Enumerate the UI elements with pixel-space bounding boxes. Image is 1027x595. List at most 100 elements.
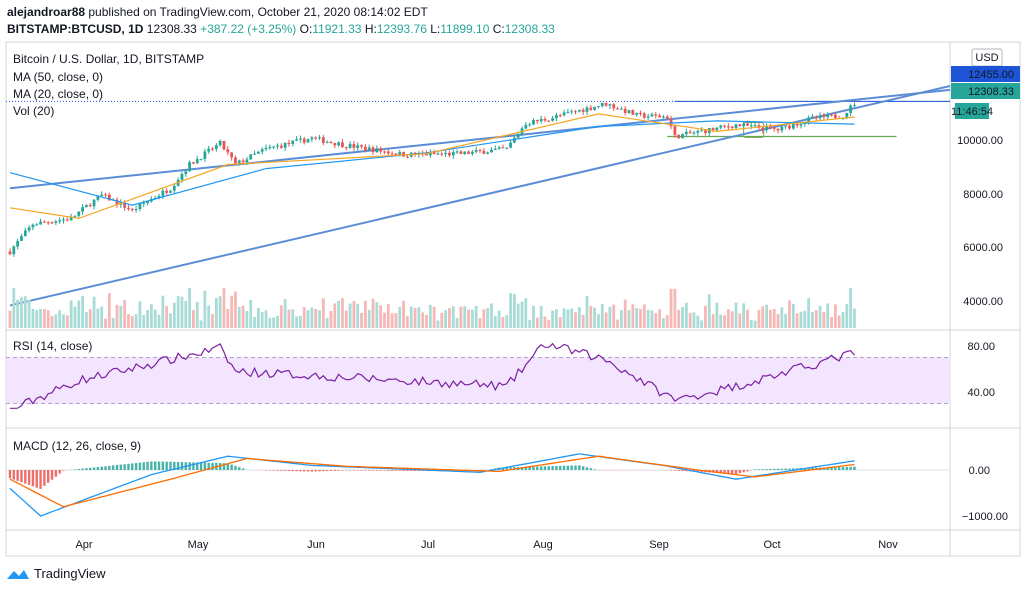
volume-bar	[46, 310, 50, 328]
candle-body	[375, 148, 379, 153]
candle-body	[539, 118, 543, 122]
macd-histogram-bar	[841, 467, 845, 470]
trendline-upper[interactable]	[9, 88, 951, 190]
candle-body	[218, 140, 222, 146]
macd-histogram-bar	[54, 470, 58, 477]
candle-body	[738, 124, 742, 127]
volume-bar	[146, 310, 149, 328]
candle-body	[700, 130, 704, 132]
macd-histogram-bar	[536, 466, 539, 470]
volume-bar	[547, 319, 551, 328]
ma20-legend[interactable]: MA (20, close, 0)	[13, 87, 103, 101]
volume-bar	[753, 320, 757, 328]
volume-bar	[841, 312, 845, 328]
candle-body	[845, 112, 849, 118]
volume-bar	[788, 300, 791, 328]
macd-histogram-bar	[81, 468, 84, 470]
macd-histogram-bar	[280, 470, 283, 471]
volume-bar	[260, 311, 264, 328]
macd-histogram-bar	[677, 470, 680, 471]
volume-bar	[646, 309, 650, 328]
volume-bar	[677, 309, 681, 328]
macd-histogram-bar	[318, 470, 321, 472]
rsi-line[interactable]	[10, 342, 855, 409]
macd-histogram-bar	[371, 470, 375, 471]
candle-body	[157, 195, 161, 198]
macd-histogram-bar	[501, 467, 505, 470]
candle-body	[849, 105, 853, 113]
macd-histogram-bar	[92, 467, 96, 470]
publisher-name[interactable]: alejandroar88	[7, 5, 86, 19]
macd-histogram-bar	[410, 470, 413, 471]
candle-body	[115, 199, 119, 205]
brand-name: TradingView	[34, 566, 106, 581]
candle-body	[577, 109, 581, 112]
volume-bar	[719, 314, 723, 328]
volume-bar	[654, 313, 658, 328]
month-label: Jun	[307, 539, 325, 551]
macd-histogram-bar	[123, 464, 126, 470]
month-label: Sep	[649, 539, 669, 551]
candle-body	[184, 171, 188, 174]
macd-histogram-bar	[322, 470, 325, 472]
macd-histogram-bar	[834, 467, 837, 470]
macd-histogram-bar	[234, 465, 237, 470]
candle-body	[20, 236, 23, 241]
candle-body	[405, 156, 409, 158]
volume-bar	[791, 303, 795, 328]
macd-histogram-bar	[780, 468, 784, 470]
signal-line[interactable]	[9, 455, 855, 508]
volume-bar	[780, 307, 784, 328]
macd-histogram-bar	[111, 465, 115, 470]
macd-histogram-bar	[398, 470, 401, 471]
volume-bar	[600, 304, 604, 328]
price-tick: 4000.00	[963, 296, 1003, 308]
candle-body	[249, 154, 253, 160]
volume-bar	[738, 313, 742, 328]
macd-histogram-bar	[837, 467, 841, 470]
volume-bar	[249, 299, 253, 328]
macd-line[interactable]	[9, 453, 855, 517]
volume-bar	[726, 309, 730, 328]
macd-histogram-bar	[738, 470, 742, 474]
ma20-line[interactable]	[9, 113, 855, 220]
volume-bar	[417, 307, 421, 328]
volume-legend[interactable]: Vol (20)	[13, 104, 54, 118]
candle-body	[512, 137, 516, 143]
symbol-name[interactable]: BITSTAMP:BTCUSD, 1D	[7, 22, 144, 36]
candle-body	[394, 153, 398, 156]
macd-tick: −1000.00	[962, 511, 1008, 523]
macd-histogram-bar	[131, 463, 134, 470]
rsi-title: RSI (14, close)	[13, 339, 92, 353]
volume-bar	[279, 305, 283, 328]
candle-body	[310, 137, 314, 140]
macd-histogram-bar	[773, 468, 776, 470]
ma50-line[interactable]	[9, 120, 855, 206]
volume-bar	[20, 297, 23, 328]
candle-body	[138, 203, 142, 210]
candle-body	[719, 125, 723, 128]
macd-histogram-bar	[12, 470, 16, 480]
volume-bar	[757, 309, 761, 328]
macd-histogram-bar	[115, 465, 119, 470]
tradingview-logo-icon	[7, 569, 29, 579]
macd-histogram-bar	[138, 462, 142, 470]
macd-histogram-bar	[562, 465, 566, 470]
volume-bar	[837, 315, 841, 328]
macd-histogram-bar	[559, 465, 562, 470]
candle-body	[130, 208, 134, 210]
ma50-legend[interactable]: MA (50, close, 0)	[13, 70, 103, 84]
macd-histogram-bar	[238, 467, 241, 470]
tradingview-footer[interactable]: TradingView	[6, 566, 106, 581]
candle-body	[8, 251, 12, 255]
month-label: Nov	[878, 539, 898, 551]
volume-bar	[184, 301, 188, 328]
volume-bar	[402, 300, 405, 328]
macd-histogram-bar	[585, 467, 589, 470]
volume-bar	[830, 317, 833, 328]
candle-body	[237, 160, 241, 164]
candle-body	[329, 141, 333, 143]
candle-body	[42, 221, 46, 223]
volume-bar	[688, 312, 692, 328]
